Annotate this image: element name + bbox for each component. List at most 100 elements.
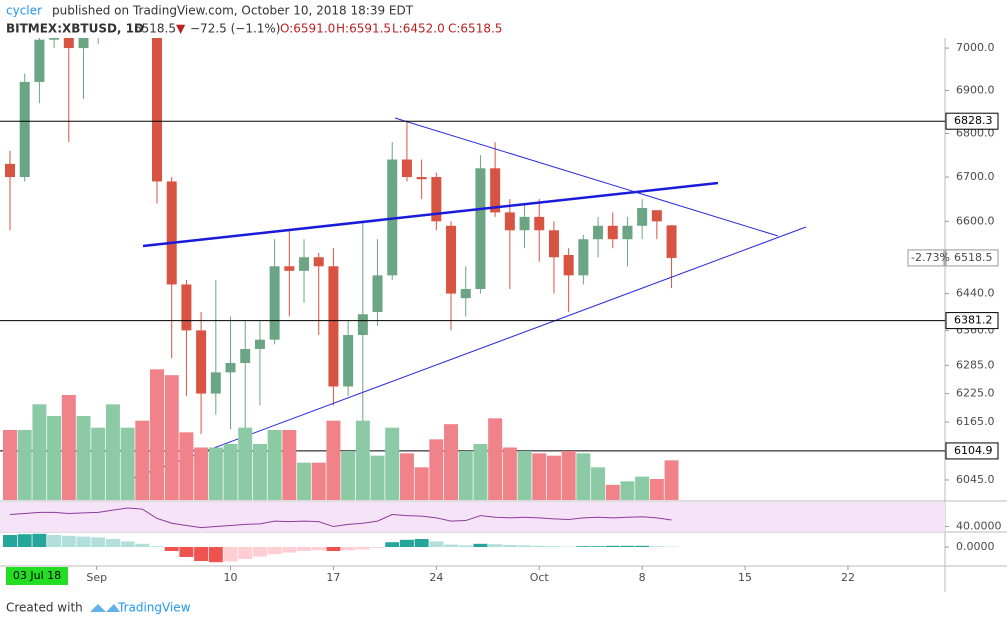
volume-bar: [17, 430, 32, 500]
candle: [666, 225, 677, 258]
x-tick-label: Sep: [86, 571, 107, 584]
macd-bar: [635, 545, 650, 547]
volume-bar: [32, 404, 47, 500]
volume-bar: [546, 455, 561, 500]
candle: [446, 225, 457, 294]
candle: [181, 284, 192, 331]
volume-bar: [399, 453, 414, 500]
volume-bar: [61, 395, 76, 500]
macd-bar: [429, 541, 444, 547]
macd-bar: [32, 533, 47, 547]
macd-bar: [605, 545, 620, 547]
y-tick-label: 7000.0: [956, 41, 995, 54]
macd-bar: [2, 535, 17, 547]
volume-bar: [561, 451, 576, 500]
macd-bar: [546, 546, 561, 547]
high: H:6591.5: [336, 22, 391, 36]
x-tick-label: 24: [429, 571, 443, 584]
macd-bar: [76, 536, 91, 547]
candle: [63, 38, 74, 49]
y-tick-label: 6900.0: [956, 83, 995, 96]
change-tag: [907, 249, 945, 267]
level-label: 6104.9: [954, 444, 993, 457]
candle: [225, 362, 236, 373]
rsi-line: [9, 507, 672, 529]
macd-bar: [61, 535, 76, 547]
volume-bar: [341, 451, 356, 500]
rsi-tick-label: 40.0000: [956, 520, 1002, 533]
macd-bar: [488, 544, 503, 547]
macd-bar: [341, 547, 356, 551]
macd-bar: [502, 545, 517, 547]
candle: [637, 207, 648, 226]
macd-bar: [150, 546, 165, 547]
candle: [372, 275, 383, 312]
volume-bar: [76, 416, 91, 500]
macd-bar: [458, 545, 473, 547]
candle: [504, 212, 515, 231]
volume-bar: [267, 430, 282, 500]
macd-bar: [164, 547, 179, 551]
volume-bar: [252, 444, 267, 500]
candle: [563, 254, 574, 276]
volume-bar: [238, 427, 253, 500]
volume-bar: [47, 416, 62, 500]
y-tick-label: 6440.0: [956, 287, 995, 300]
candle: [475, 168, 486, 290]
candle: [254, 339, 265, 349]
volume-bar: [444, 424, 459, 500]
candle: [19, 81, 30, 178]
macd-tick-label: 0.0000: [956, 540, 995, 553]
volume-bar: [649, 479, 664, 500]
macd-bar: [620, 545, 635, 547]
macd-bar: [297, 547, 312, 551]
volume-bar: [208, 447, 223, 500]
volume-bar: [429, 439, 444, 500]
candle: [607, 225, 618, 240]
candle: [284, 266, 295, 271]
macd-bar: [649, 546, 664, 547]
candle: [196, 330, 207, 394]
macd-bar: [208, 547, 223, 563]
brand[interactable]: TradingView: [117, 601, 191, 615]
volume-bar: [458, 451, 473, 500]
volume-bar: [91, 427, 106, 500]
x-tick-label: 15: [738, 571, 752, 584]
candle: [328, 266, 339, 387]
volume-bar: [473, 444, 488, 500]
arrow: ▼: [176, 22, 186, 36]
macd-bar: [311, 547, 326, 551]
volume-bar: [532, 453, 547, 500]
volume-bar: [605, 484, 620, 500]
volume-bar: [502, 447, 517, 500]
price-pane: [4, 38, 677, 439]
macd-bar: [444, 544, 459, 547]
macd-bar: [252, 547, 267, 557]
candle: [210, 372, 221, 394]
x-tick-label: 10: [224, 571, 238, 584]
x-tick-label: 17: [326, 571, 340, 584]
volume-bar: [517, 451, 532, 500]
macd-bar: [385, 542, 400, 547]
macd-bar: [576, 546, 591, 547]
level-label: 6828.3: [954, 114, 993, 127]
footer-text: Created with: [6, 601, 83, 615]
y-tick-label: 6600.0: [956, 214, 995, 227]
author[interactable]: cycler: [6, 4, 42, 18]
last-label: 6518.5: [954, 251, 993, 264]
volume-bar: [223, 444, 238, 500]
volume-bar: [385, 427, 400, 500]
trend-line: [394, 117, 779, 237]
macd-bar: [370, 547, 385, 548]
candle: [578, 239, 589, 276]
start-date: 03 Jul 18: [13, 569, 61, 582]
close: C:6518.5: [448, 22, 502, 36]
candle: [416, 177, 427, 180]
low: L:6452.0: [392, 22, 445, 36]
volume-bar: [414, 467, 429, 500]
candle: [534, 216, 545, 231]
y-tick-label: 6045.0: [956, 473, 995, 486]
candle: [357, 314, 368, 336]
